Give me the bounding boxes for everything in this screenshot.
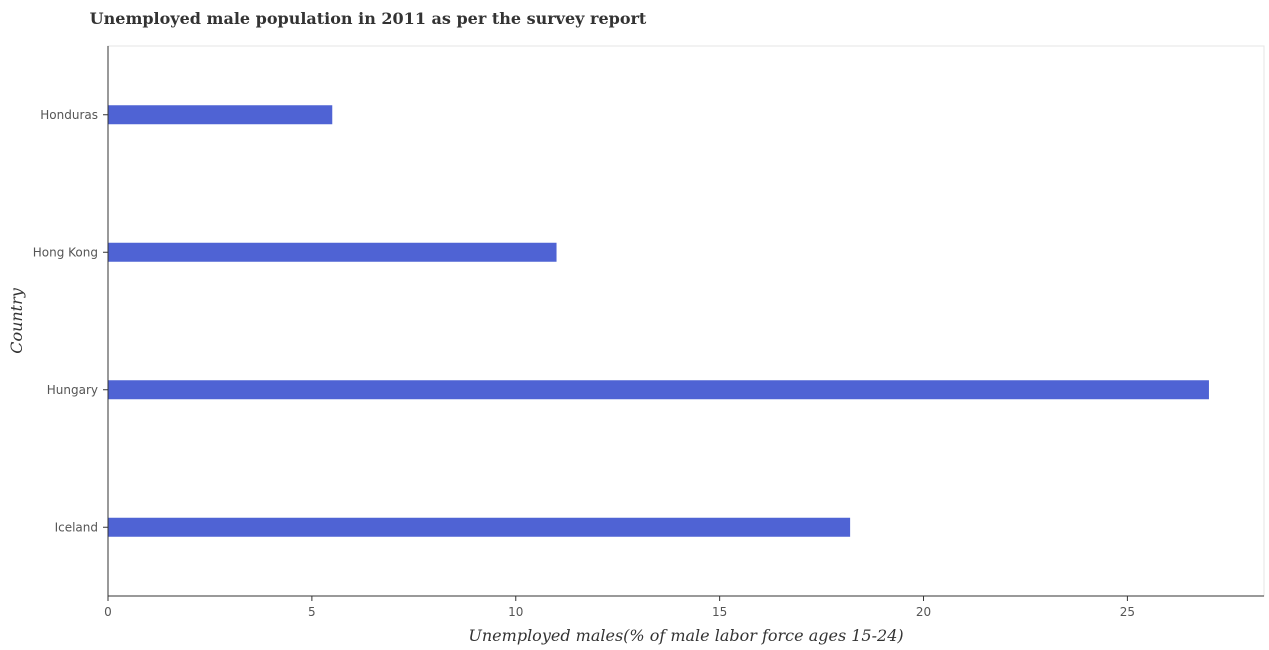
y-tick-label: Hong Kong	[33, 245, 98, 259]
bar-hong-kong	[108, 242, 557, 262]
bar-hungary	[108, 380, 1209, 400]
x-axis-label: Unemployed males(% of male labor force a…	[468, 626, 903, 645]
chart-title: Unemployed male population in 2011 as pe…	[90, 9, 647, 28]
x-ticks-group: 0 5 10 15 20 25	[104, 596, 1135, 619]
y-ticks-group: Honduras Hong Kong Hungary Iceland	[33, 108, 108, 534]
bars-group	[108, 105, 1209, 537]
y-tick-label: Honduras	[40, 108, 98, 122]
y-tick-label: Hungary	[47, 383, 98, 397]
x-tick-label: 0	[104, 605, 112, 619]
bar-honduras	[108, 105, 333, 125]
y-tick-label: Iceland	[55, 520, 98, 534]
bar-iceland	[108, 517, 851, 537]
x-tick-label: 20	[916, 605, 931, 619]
x-tick-label: 10	[508, 605, 523, 619]
y-axis-label: Country	[7, 287, 26, 354]
x-tick-label: 15	[712, 605, 727, 619]
x-tick-label: 5	[308, 605, 316, 619]
plot-frame	[107, 45, 1265, 597]
x-tick-label: 25	[1120, 605, 1135, 619]
